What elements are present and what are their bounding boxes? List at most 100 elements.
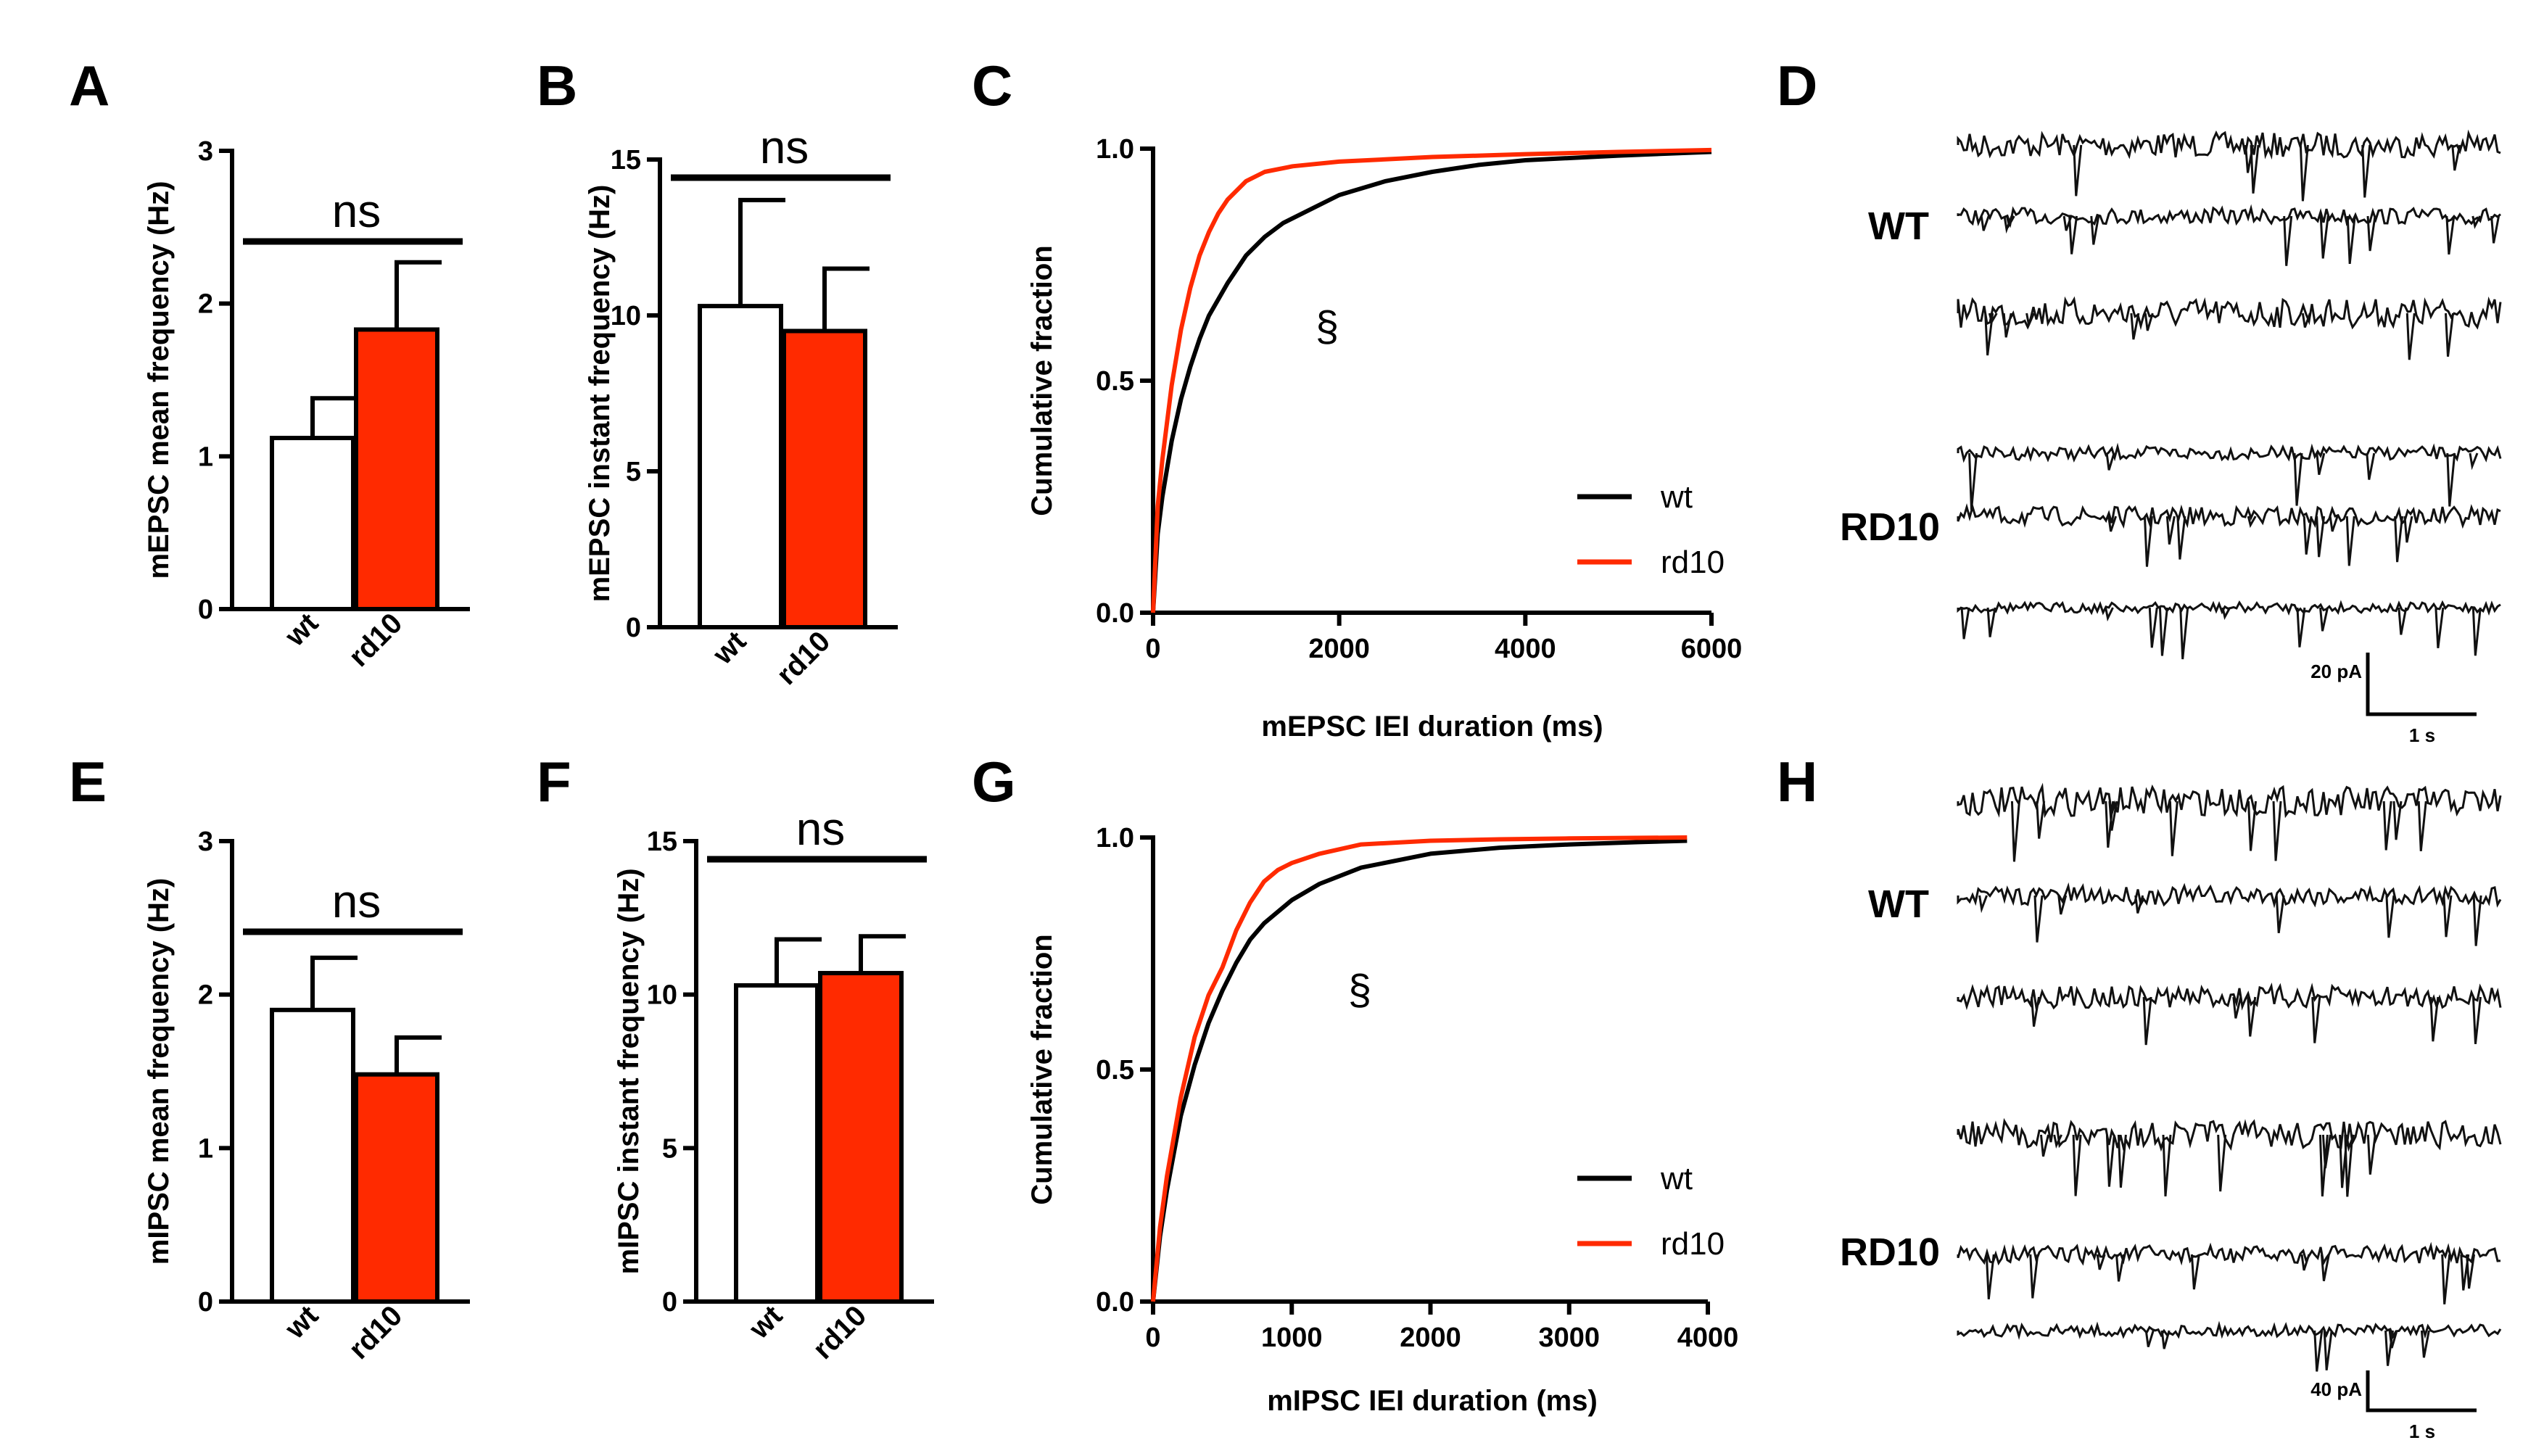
- x-tick-label: 0: [1145, 634, 1160, 664]
- current-trace: [1957, 502, 2501, 567]
- y-tick-label: 1: [198, 1133, 213, 1164]
- series-line-rd10: [1151, 147, 1712, 613]
- bar-chart-a: 0 1 2 3 wt rd10 mEPSC mean frequency (Hz) ns: [143, 136, 470, 673]
- traces-d: WT RD10 20 pA 1 s: [1840, 129, 2502, 746]
- significance-label: ns: [332, 875, 381, 927]
- panel-label-f: F: [537, 750, 571, 814]
- bar-rd10: [354, 327, 439, 611]
- significance-annotation: §: [1316, 303, 1339, 350]
- legend-label-wt: wt: [1660, 1161, 1693, 1196]
- y-tick-label: 0.5: [1096, 366, 1134, 397]
- y-axis-label: Cumulative fraction: [1026, 245, 1058, 516]
- scale-bar-time: 1 s: [2409, 724, 2435, 746]
- bar-wt: [698, 304, 783, 629]
- group-label-rd10: RD10: [1840, 505, 1940, 549]
- y-tick-label: 0.5: [1096, 1055, 1134, 1085]
- current-trace: [1957, 129, 2501, 202]
- panel-label-g: G: [972, 750, 1016, 814]
- y-tick-label: 15: [647, 827, 677, 857]
- cdf-chart-g: 0.0 0.5 1.0 0 1000 2000 3000 4000 wt rd10 § mIPSC I…: [1026, 823, 1738, 1417]
- group-label-rd10: RD10: [1840, 1230, 1940, 1274]
- significance-label: ns: [760, 121, 809, 173]
- current-trace: [1957, 442, 2502, 510]
- scale-bar-amplitude: 40 pA: [2310, 1378, 2362, 1400]
- x-tick-label: 2000: [1308, 634, 1370, 664]
- y-tick-label: 10: [611, 301, 641, 331]
- y-tick-label: 0: [626, 613, 641, 643]
- bar-rd10: [354, 1072, 439, 1304]
- bar-chart-b: 0 5 10 15 wt rd10 mEPSC instant frequency (Hz)…: [584, 121, 898, 691]
- panel-label-a: A: [69, 54, 110, 117]
- x-tick-label: 4000: [1495, 634, 1556, 664]
- bar-wt: [734, 983, 819, 1304]
- series-line-rd10: [1151, 835, 1688, 1302]
- traces-h: WT RD10 40 pA 1 s: [1840, 782, 2502, 1442]
- y-tick-label: 5: [626, 457, 641, 487]
- current-trace: [1957, 204, 2501, 266]
- y-tick-label: 1.0: [1096, 823, 1134, 853]
- x-tick-label: 6000: [1681, 634, 1743, 664]
- y-axis-label: mEPSC instant frequency (Hz): [584, 185, 616, 603]
- y-tick-label: 2: [198, 980, 213, 1011]
- legend-label-wt: wt: [1660, 479, 1693, 515]
- y-axis-label: mEPSC mean frequency (Hz): [143, 181, 175, 579]
- y-axis-label: mIPSC mean frequency (Hz): [143, 878, 175, 1265]
- y-tick-label: 0: [198, 1287, 213, 1318]
- current-trace: [1957, 782, 2502, 862]
- current-trace: [1957, 882, 2502, 946]
- series-line-wt: [1151, 149, 1712, 613]
- x-category-label: wt: [743, 1299, 788, 1345]
- y-tick-label: 0.0: [1096, 1287, 1134, 1318]
- x-category-label: rd10: [343, 1299, 409, 1365]
- y-axis-label: mIPSC instant frequency (Hz): [613, 868, 645, 1274]
- significance-label: ns: [332, 185, 381, 237]
- legend-label-rd10: rd10: [1661, 1226, 1725, 1262]
- series-line-wt: [1151, 838, 1688, 1302]
- bar-wt: [270, 1007, 355, 1304]
- x-axis-label: mEPSC IEI duration (ms): [1261, 711, 1603, 743]
- panel-label-e: E: [69, 750, 107, 814]
- scale-bar: [2366, 653, 2477, 716]
- cdf-chart-c: 0.0 0.5 1.0 0 2000 4000 6000 wt rd10 § mEPSC IEI d…: [1026, 134, 1742, 743]
- bar-rd10: [782, 328, 867, 629]
- y-tick-label: 2: [198, 289, 213, 320]
- significance-annotation: §: [1348, 967, 1371, 1014]
- current-trace: [1957, 600, 2501, 660]
- y-tick-label: 0: [662, 1287, 677, 1318]
- x-tick-label: 4000: [1677, 1323, 1739, 1353]
- current-trace: [1957, 1320, 2502, 1372]
- y-tick-label: 0.0: [1096, 598, 1134, 629]
- y-tick-label: 3: [198, 827, 213, 857]
- y-axis-label: Cumulative fraction: [1026, 934, 1058, 1204]
- panel-label-d: D: [1777, 54, 1817, 117]
- x-tick-label: 1000: [1261, 1323, 1323, 1353]
- panel-label-h: H: [1777, 750, 1817, 814]
- legend-label-rd10: rd10: [1661, 545, 1725, 580]
- x-category-label: rd10: [807, 1299, 873, 1365]
- scale-bar-amplitude: 20 pA: [2310, 661, 2362, 682]
- group-label-wt: WT: [1868, 882, 1929, 926]
- y-tick-label: 3: [198, 136, 213, 167]
- bar-rd10: [818, 971, 904, 1304]
- current-trace: [1957, 296, 2502, 360]
- current-trace: [1957, 1241, 2501, 1304]
- y-tick-label: 1: [198, 442, 213, 472]
- current-trace: [1957, 1117, 2502, 1197]
- y-tick-label: 15: [611, 145, 641, 175]
- y-tick-label: 1.0: [1096, 134, 1134, 165]
- significance-label: ns: [796, 803, 846, 855]
- bar-chart-e: 0 1 2 3 wt rd10 mIPSC mean frequency (Hz) ns: [143, 827, 470, 1365]
- y-tick-label: 10: [647, 980, 677, 1011]
- y-tick-label: 5: [662, 1133, 677, 1164]
- panel-label-b: B: [537, 54, 577, 117]
- bar-wt: [270, 436, 355, 612]
- scale-bar: [2366, 1370, 2477, 1412]
- x-category-label: wt: [278, 607, 324, 653]
- x-tick-label: 0: [1145, 1323, 1160, 1353]
- x-tick-label: 2000: [1400, 1323, 1461, 1353]
- x-axis-label: mIPSC IEI duration (ms): [1267, 1385, 1598, 1417]
- group-label-wt: WT: [1868, 204, 1929, 248]
- x-category-label: rd10: [771, 625, 837, 691]
- x-category-label: wt: [278, 1299, 324, 1345]
